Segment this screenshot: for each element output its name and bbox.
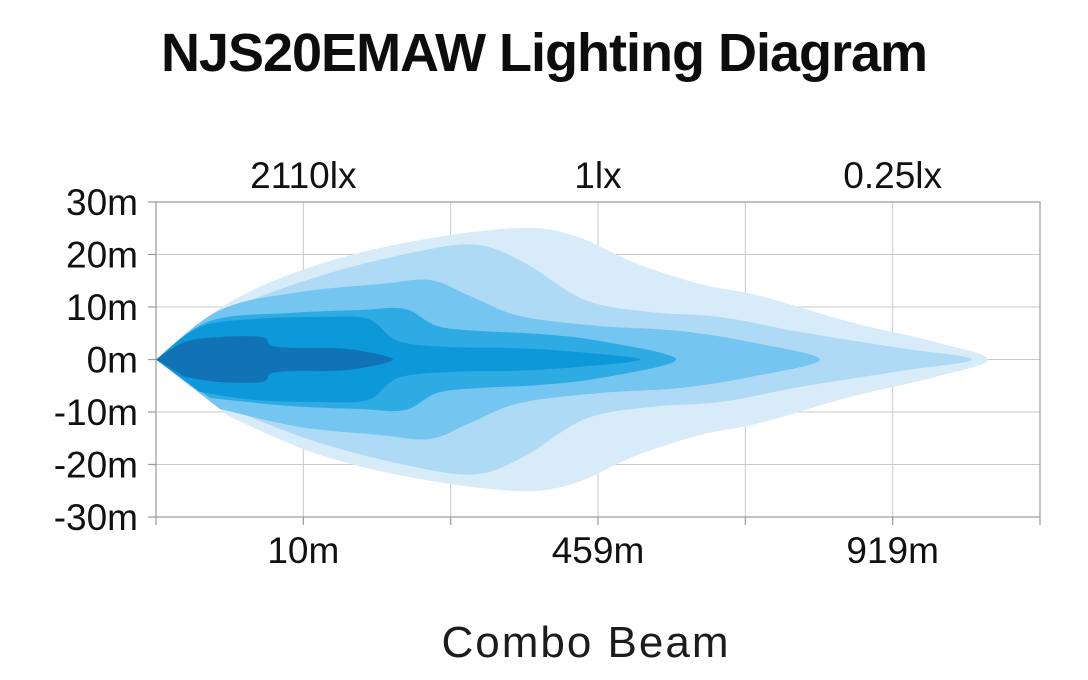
y-axis-tick-label: 0m [87,340,138,381]
y-axis-tick-label: -20m [54,445,138,486]
y-axis-tick-label: 10m [66,287,138,328]
y-axis-tick-label: 30m [66,182,138,223]
y-axis-tick-label: -10m [54,392,138,433]
x-axis-distance-label: 919m [846,530,939,571]
x-axis-distance-label: 459m [552,530,645,571]
beam-contour-level-6-core [156,336,393,383]
beam-type-label: Combo Beam [441,618,731,667]
beam-contours [156,227,988,492]
x-axis-illuminance-label: 2110lx [250,155,357,196]
y-axis-tick-label: 20m [66,235,138,276]
x-axis-distance-label: 10m [267,530,339,571]
x-axis-illuminance-label: 1lx [574,155,622,196]
beam-contour-level-5 [156,316,640,403]
page-title: NJS20EMAW Lighting Diagram [160,23,928,83]
y-axis-tick-label: -30m [54,497,138,538]
x-axis-illuminance-label: 0.25lx [843,155,942,196]
